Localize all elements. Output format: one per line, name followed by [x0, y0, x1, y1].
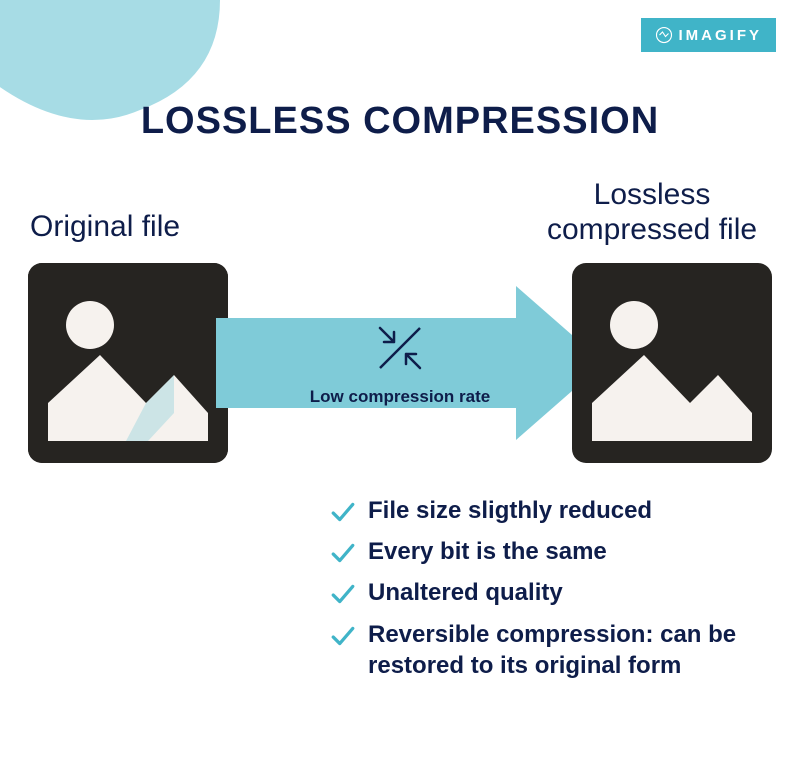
- benefits-list: File size sligthly reduced Every bit is …: [330, 495, 770, 691]
- benefit-item: File size sligthly reduced: [330, 495, 770, 526]
- benefit-text: Every bit is the same: [368, 536, 607, 567]
- page-title: LOSSLESS COMPRESSION: [0, 100, 800, 143]
- compress-arrows-icon: [372, 320, 428, 376]
- benefit-text: File size sligthly reduced: [368, 495, 652, 526]
- check-icon: [330, 581, 356, 607]
- compressed-image-tile: [572, 263, 772, 463]
- benefit-text: Reversible compression: can be restored …: [368, 619, 770, 681]
- benefit-text: Unaltered quality: [368, 577, 563, 608]
- check-icon: [330, 623, 356, 649]
- brand-label: IMAGIFY: [679, 27, 763, 44]
- imagify-logo-icon: [655, 26, 673, 44]
- compressed-file-label: Lossless compressed file: [542, 178, 762, 247]
- original-image-tile: [28, 263, 228, 463]
- benefit-item: Unaltered quality: [330, 577, 770, 608]
- arrow-caption: Low compression rate: [310, 387, 490, 407]
- arrow-container: Low compression rate: [228, 263, 572, 463]
- benefit-item: Every bit is the same: [330, 536, 770, 567]
- benefit-item: Reversible compression: can be restored …: [330, 619, 770, 681]
- check-icon: [330, 540, 356, 566]
- brand-badge: IMAGIFY: [641, 18, 777, 52]
- original-file-label: Original file: [30, 210, 180, 244]
- compression-diagram: Low compression rate: [28, 258, 772, 468]
- check-icon: [330, 499, 356, 525]
